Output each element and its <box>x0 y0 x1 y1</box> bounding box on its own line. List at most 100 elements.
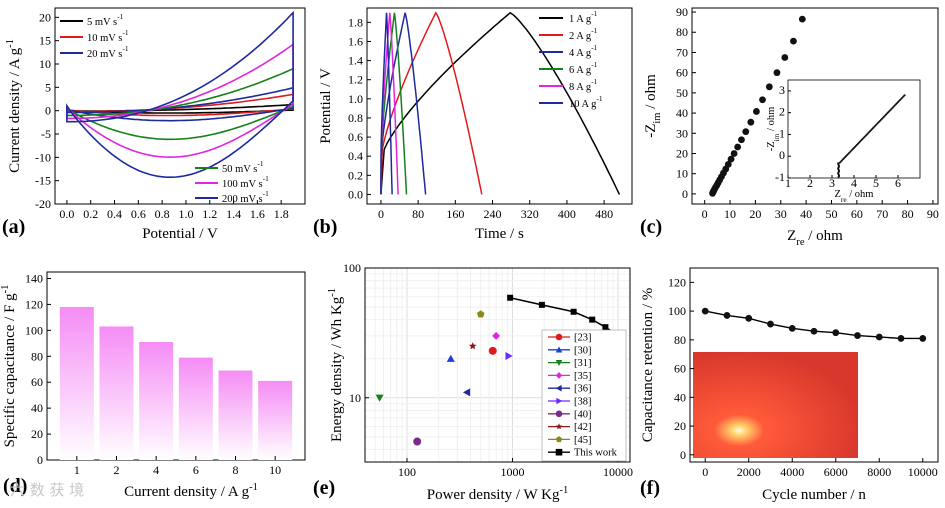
eis-xtick-label: 80 <box>902 207 914 221</box>
gcd-ytick-label: 1.2 <box>348 73 363 87</box>
ragone-legend-marker <box>556 397 563 405</box>
ragone-legend-label: [35] <box>574 371 592 382</box>
cycling-point <box>788 324 796 332</box>
capacitance-xtick-label: 10 <box>269 463 281 477</box>
capacitance-ytick-label: 20 <box>31 427 43 441</box>
eis-inset-xtick-label: 4 <box>851 176 857 190</box>
cv-plot-frame <box>54 7 306 205</box>
cycling-xtick-label: 10000 <box>908 465 938 479</box>
cycling-point <box>701 307 709 315</box>
ragone-legend-marker <box>555 423 563 430</box>
cycling-plot-frame <box>689 267 939 463</box>
ragone-point <box>413 437 422 446</box>
gcd-legend-label-4: 8 A g-1 <box>569 77 598 93</box>
ragone-ytick-label: 100 <box>343 261 361 275</box>
capacitance-y-axis-label: Specific capacitance / F g-1 <box>0 285 18 448</box>
gcd-curve-5 <box>380 12 393 195</box>
cycling-point <box>832 329 840 337</box>
ragone-this-work-point <box>602 324 609 331</box>
cv-ytick-label: 15 <box>39 34 51 48</box>
gcd-xtick-label: 160 <box>446 207 464 221</box>
cycling-ytick-label: 120 <box>668 275 686 289</box>
ragone-legend-label: [36] <box>574 384 592 395</box>
ragone-legend-label: [30] <box>574 345 592 356</box>
ragone-legend-label: [40] <box>574 409 592 420</box>
cycling-point <box>723 312 731 319</box>
gcd-curve-4 <box>380 12 399 195</box>
capacitance-bar <box>59 307 94 460</box>
cycling-xtick-label: 2000 <box>737 465 761 479</box>
cycling-point <box>767 320 774 328</box>
gcd-curve-3 <box>380 12 408 195</box>
capacitance-bar <box>139 342 174 460</box>
ragone-legend-label: [31] <box>574 358 592 369</box>
eis-point <box>730 150 738 157</box>
cv-legend-label-0: 5 mV s-1 <box>87 12 124 28</box>
capacitance-ytick-label: 120 <box>25 297 43 311</box>
cycling-ytick-label: 0 <box>680 448 686 462</box>
ragone-this-work-point <box>538 301 545 308</box>
eis-inset-x-label: Zre / ohm <box>835 189 874 204</box>
ragone-legend-marker <box>555 384 562 392</box>
eis-point <box>753 108 760 115</box>
eis-inset-ytick-label: 2 <box>779 105 785 119</box>
cycling-ytick-label: 40 <box>674 390 686 404</box>
cv-legend-label-1: 10 mV s-1 <box>87 28 129 44</box>
eis-y-axis-label: -Zim / ohm <box>643 74 663 138</box>
cv-legend-label-4: 100 mV s-1 <box>222 174 269 190</box>
eis-xtick-label: 70 <box>876 207 888 221</box>
cv-ytick-label: 5 <box>45 80 51 94</box>
cycling-y-axis-label: Capacitance retention / % <box>640 288 656 443</box>
cycling-point <box>810 327 818 335</box>
cycling-point <box>897 335 905 342</box>
gcd-panel-tag: (b) <box>313 216 337 238</box>
eis-xtick-label: 40 <box>800 207 812 221</box>
gcd-curve-1 <box>380 11 483 195</box>
cycling-ytick-label: 20 <box>674 419 686 433</box>
ragone-point <box>375 394 384 402</box>
cycling-xtick-label: 0 <box>702 465 708 479</box>
ragone-legend-label: [23] <box>574 333 592 344</box>
cv-ytick-label: -5 <box>41 127 51 141</box>
cv-xtick-label: 0.2 <box>83 207 98 221</box>
gcd-ytick-label: 1.4 <box>348 54 363 68</box>
gcd-legend-label-1: 2 A g-1 <box>569 26 598 42</box>
capacitance-xtick-label: 4 <box>153 463 159 477</box>
gcd-plot-frame <box>366 7 633 205</box>
eis-ytick-label: 70 <box>676 45 688 59</box>
cycling-panel-tag: (f) <box>640 477 660 499</box>
eis-inset-point <box>903 94 906 97</box>
ragone-point <box>462 388 471 397</box>
eis-point <box>747 118 755 126</box>
ragone-ytick-label: 10 <box>349 391 361 405</box>
ragone-legend-label: [38] <box>574 397 592 408</box>
cv-legend-label-3: 50 mV s-1 <box>222 159 264 175</box>
eis-point <box>742 128 750 136</box>
gcd-ytick-label: 1.8 <box>348 15 363 29</box>
ragone-this-work-point <box>589 316 596 323</box>
cycling-x-axis-label: Cycle number / n <box>762 487 866 503</box>
gcd-xtick-label: 80 <box>412 207 424 221</box>
eis-xtick-label: 60 <box>851 207 863 221</box>
gcd-y-axis-label: Potential / V <box>318 68 334 144</box>
ragone-legend-marker <box>555 448 563 456</box>
gcd-ytick-label: 0.6 <box>348 130 363 144</box>
eis-inset-xtick-label: 3 <box>829 176 835 190</box>
ragone-x-axis-label: Power density / W Kg-1 <box>427 485 569 503</box>
cv-xtick-label: 0.0 <box>59 207 74 221</box>
eis-point <box>734 143 742 151</box>
ragone-legend-marker <box>555 333 563 341</box>
ragone-legend-marker <box>555 436 563 443</box>
ragone-point <box>492 331 501 340</box>
cycling-point <box>875 333 883 341</box>
capacitance-bar <box>99 326 134 460</box>
eis-point <box>724 160 732 168</box>
gcd-xtick-label: 480 <box>595 207 613 221</box>
gcd-curve-0 <box>380 11 621 195</box>
ragone-plot-frame <box>364 267 631 463</box>
cv-ytick-label: -10 <box>35 150 51 164</box>
ragone-legend-marker <box>555 359 563 366</box>
capacitance-bar <box>218 370 253 460</box>
capacitance-panel-tag: (d) <box>3 475 27 497</box>
